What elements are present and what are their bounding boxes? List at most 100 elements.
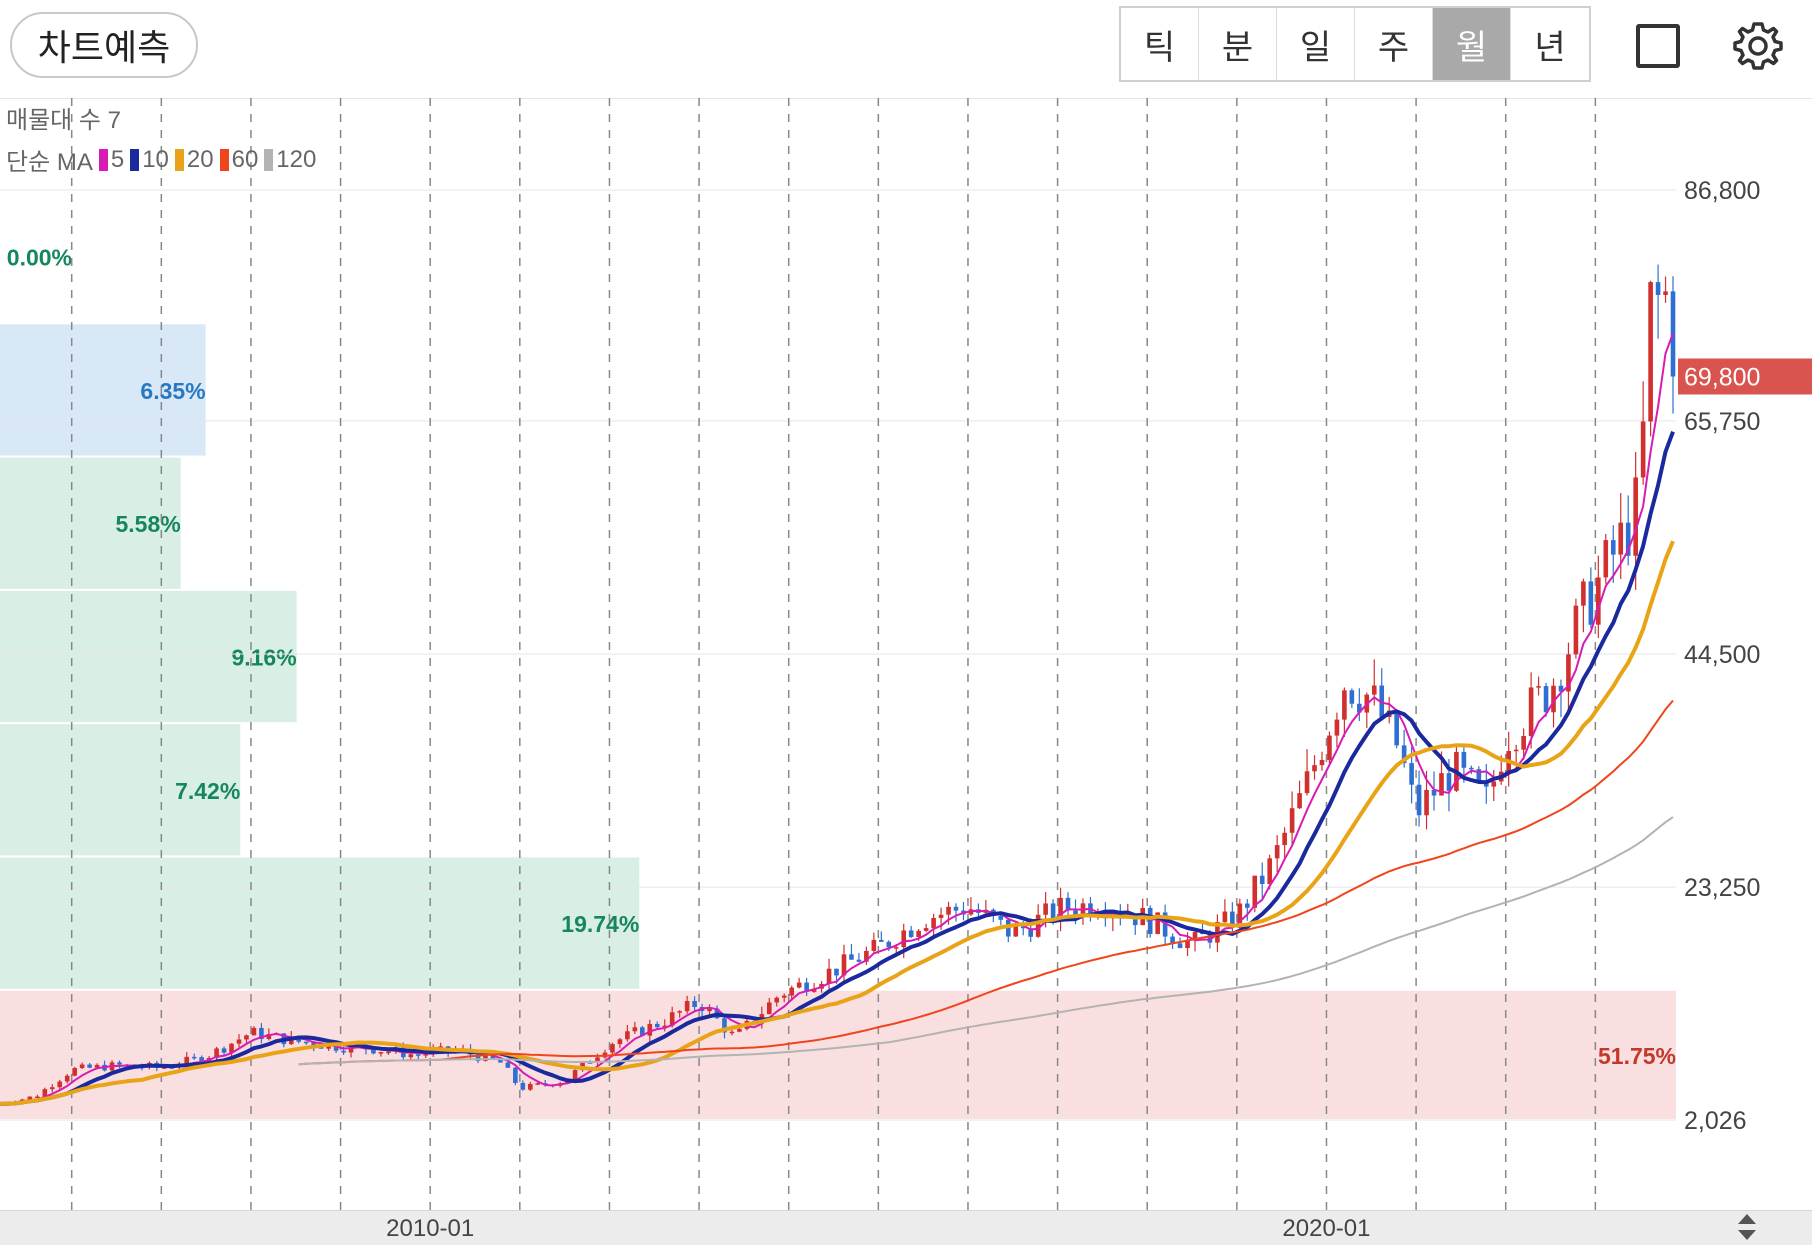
- candle: [1625, 522, 1631, 556]
- volume-profile-label-6: 51.75%: [1598, 1043, 1676, 1069]
- candle: [938, 914, 944, 918]
- candle: [1349, 690, 1355, 704]
- ma-swatch-120: [264, 148, 274, 171]
- candle: [923, 928, 929, 931]
- candle: [931, 917, 936, 929]
- candle: [1640, 421, 1646, 478]
- candle: [1028, 928, 1034, 937]
- candle: [1050, 903, 1056, 920]
- ma-label-60: 60: [231, 145, 259, 173]
- period-month[interactable]: 월: [1433, 8, 1511, 80]
- candle: [774, 997, 780, 1003]
- period-year[interactable]: 년: [1534, 27, 1566, 68]
- candle: [520, 1082, 526, 1090]
- candle: [946, 906, 951, 915]
- candle: [1237, 903, 1243, 928]
- candle: [1312, 765, 1317, 772]
- candle: [640, 1027, 645, 1036]
- candle: [684, 1000, 690, 1012]
- y-tick-label: 44,500: [1684, 641, 1760, 669]
- volume-profile-label-1: 6.35%: [140, 378, 205, 404]
- ma-line-120: [298, 816, 1674, 1066]
- candle: [737, 1028, 742, 1032]
- candle: [527, 1083, 533, 1090]
- candle: [513, 1067, 518, 1083]
- y-tick-label: 2,026: [1684, 1107, 1747, 1135]
- candle: [1566, 654, 1571, 692]
- candle: [849, 954, 854, 960]
- current-price-badge: [1678, 358, 1812, 395]
- candle: [1357, 703, 1362, 713]
- chart-predict-button[interactable]: 차트예측: [10, 12, 198, 78]
- candle: [42, 1089, 48, 1097]
- candle: [595, 1057, 600, 1063]
- candle: [378, 1052, 384, 1054]
- y-tick-label: 65,750: [1684, 408, 1760, 436]
- candle: [1170, 936, 1175, 944]
- candle: [1581, 581, 1586, 606]
- updown-arrows-icon[interactable]: [1734, 1210, 1760, 1244]
- candle: [221, 1048, 227, 1053]
- chart-area[interactable]: 0.00% 6.35% 5.58% 9.16% 7.42% 19.74% 51.75% 86,…: [0, 98, 1812, 1210]
- candle: [834, 968, 839, 976]
- candle: [1297, 793, 1302, 809]
- candle: [371, 1049, 376, 1054]
- ma-legend: 단순 MA 5 10 20 60 120: [6, 142, 316, 177]
- volume-profile-band: [0, 857, 640, 989]
- candle: [916, 930, 921, 937]
- candle: [1573, 605, 1579, 655]
- current-price-label: 69,800: [1684, 363, 1760, 391]
- x-tick-label: 2010-01: [386, 1215, 474, 1242]
- x-axis-bar[interactable]: [0, 1210, 1812, 1245]
- candle: [766, 1002, 772, 1015]
- volume-profile-label: 매물대 수 7: [6, 107, 122, 134]
- price-chart[interactable]: 0.00% 6.35% 5.58% 9.16% 7.42% 19.74% 51.75% 86,…: [0, 98, 1812, 1210]
- period-minute[interactable]: 분: [1199, 8, 1277, 80]
- candle: [1289, 808, 1295, 833]
- ma-line-60: [298, 699, 1674, 1066]
- gear-icon[interactable]: [1730, 18, 1786, 74]
- candle: [1244, 903, 1250, 908]
- candle: [796, 982, 802, 988]
- candle: [625, 1031, 630, 1040]
- volume-profile-band: [0, 590, 297, 723]
- volume-profile-band: [0, 990, 1676, 1119]
- candle: [647, 1023, 653, 1036]
- candle: [1274, 845, 1280, 859]
- ma-swatch-60: [219, 148, 229, 171]
- volume-profile-label-5: 19.74%: [561, 911, 639, 937]
- x-tick-label: 2020-01: [1282, 1215, 1370, 1242]
- candle: [841, 954, 847, 976]
- candle: [1536, 686, 1541, 688]
- candle: [505, 1062, 511, 1068]
- candle: [498, 1058, 503, 1063]
- candle: [1342, 690, 1347, 720]
- candle: [341, 1050, 346, 1053]
- candle: [386, 1051, 391, 1054]
- square-icon[interactable]: [1636, 24, 1680, 68]
- candle: [871, 939, 877, 951]
- candle: [1446, 773, 1452, 791]
- candle: [1371, 685, 1377, 695]
- ma-swatch-10: [130, 148, 140, 171]
- candle: [662, 1025, 668, 1028]
- candle: [303, 1041, 309, 1044]
- candle: [826, 968, 832, 984]
- candle: [1633, 477, 1638, 556]
- period-tick[interactable]: 틱: [1121, 8, 1199, 80]
- volume-profile-band: [0, 324, 206, 456]
- candle: [1020, 926, 1026, 929]
- ma-label-5: 5: [110, 145, 125, 173]
- candle: [1401, 745, 1407, 764]
- ma-label-20: 20: [186, 145, 214, 173]
- period-week[interactable]: 주: [1355, 8, 1433, 80]
- candle: [781, 995, 787, 998]
- candle: [1282, 832, 1287, 846]
- candle: [1230, 911, 1235, 928]
- candle: [879, 939, 884, 942]
- candle: [729, 1031, 735, 1034]
- candle: [1043, 903, 1048, 915]
- period-day[interactable]: 일: [1277, 8, 1355, 80]
- candle: [214, 1048, 219, 1059]
- ma-label-120: 120: [276, 145, 317, 173]
